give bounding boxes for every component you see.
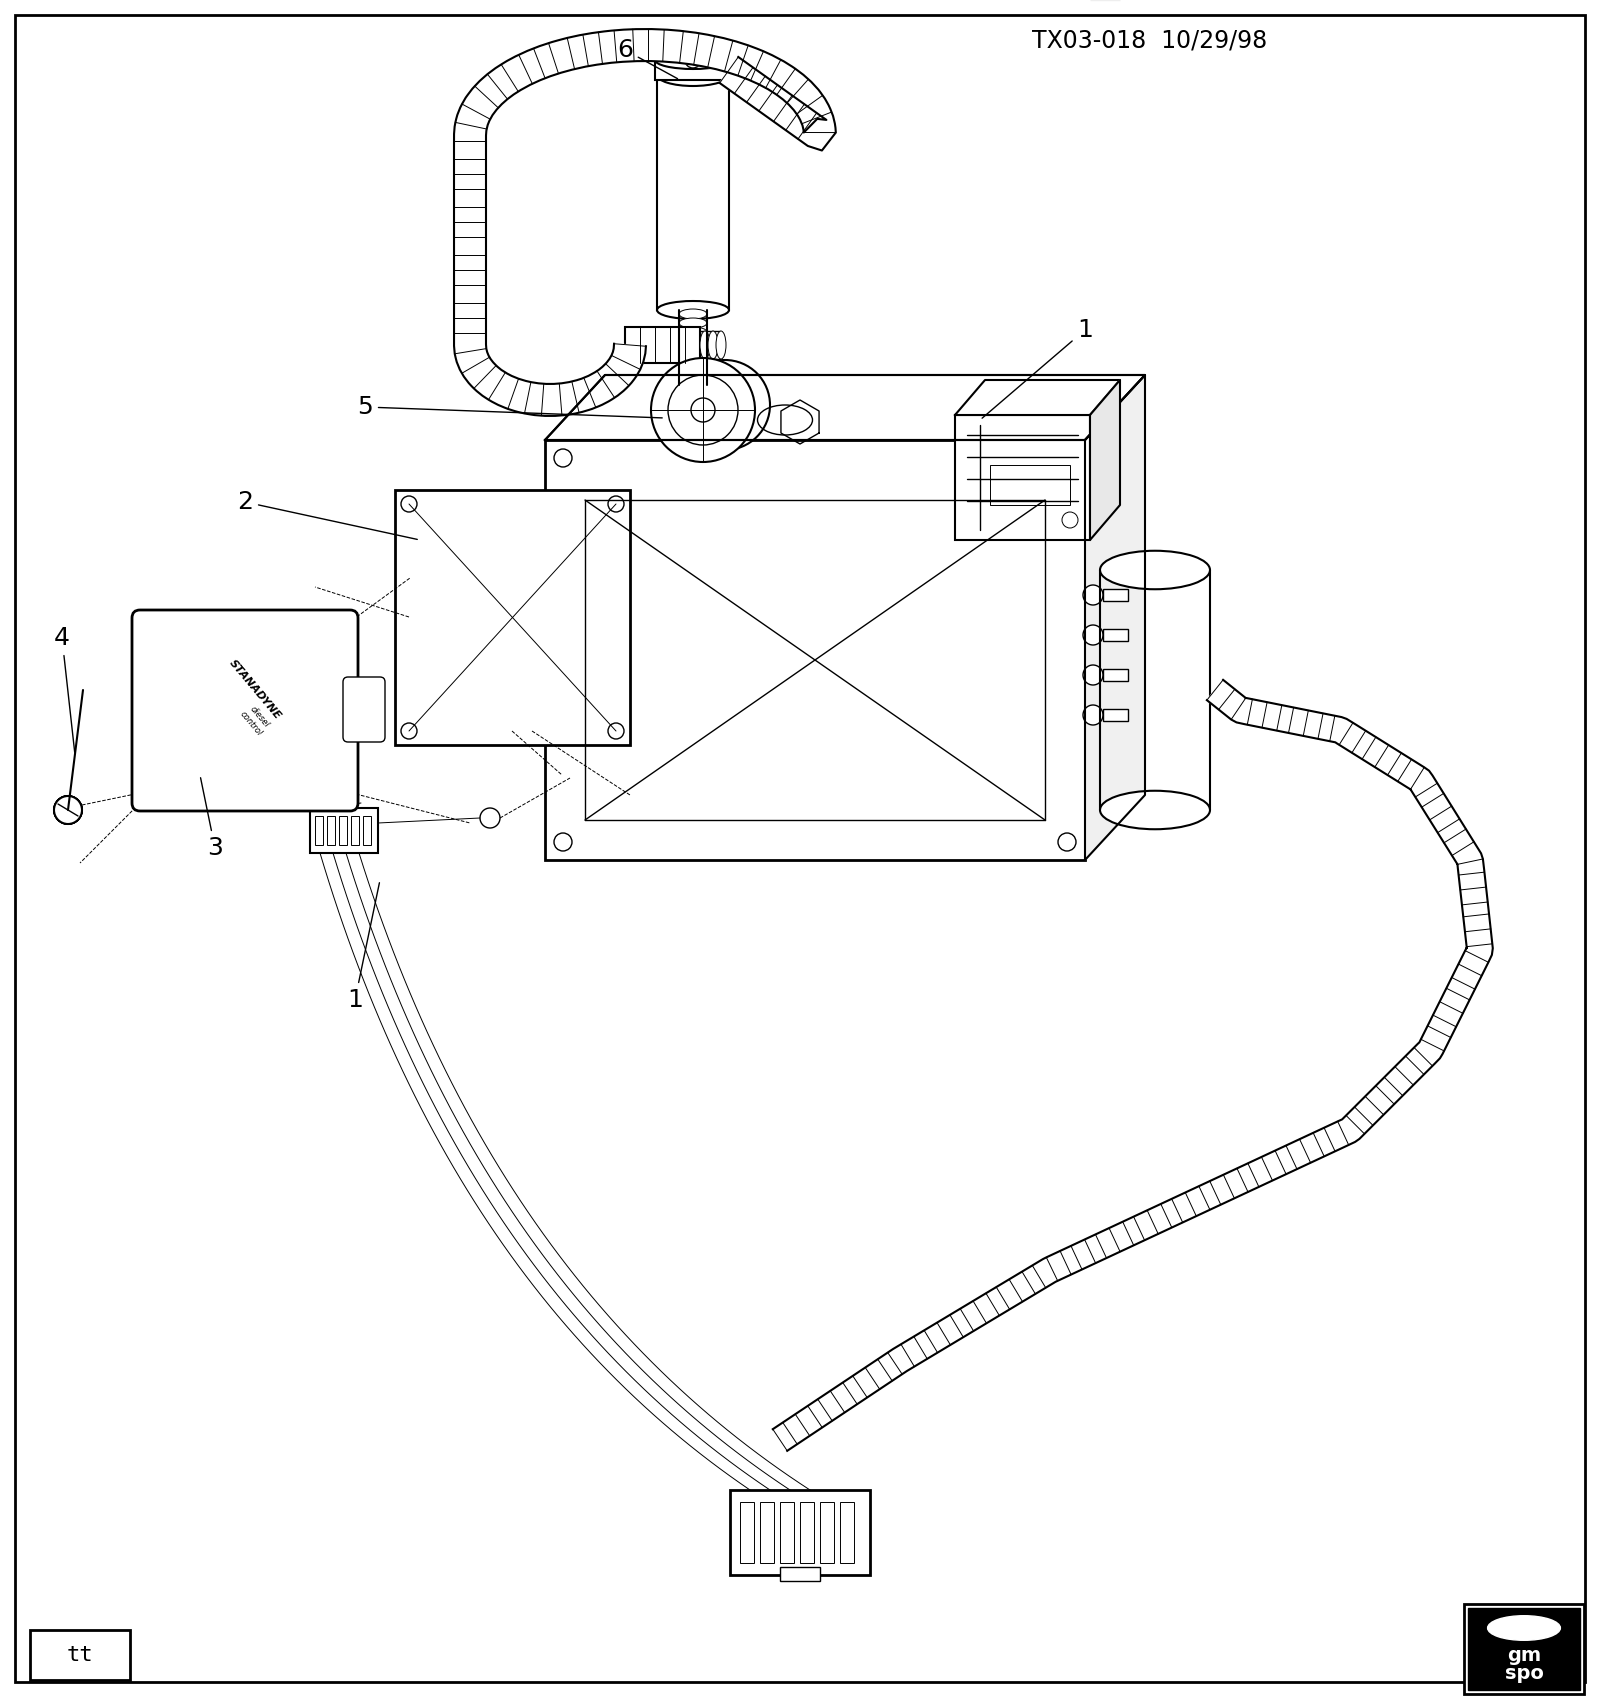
Ellipse shape [1101, 791, 1210, 830]
Ellipse shape [678, 336, 707, 346]
Bar [350, 816, 358, 845]
Bar [658, 75, 730, 311]
Circle shape [147, 624, 162, 640]
Polygon shape [1085, 375, 1146, 860]
Ellipse shape [658, 300, 730, 319]
Text: 4: 4 [54, 626, 75, 752]
Text: 5: 5 [357, 395, 662, 419]
Ellipse shape [1101, 552, 1210, 589]
Ellipse shape [678, 355, 707, 363]
Polygon shape [955, 380, 1120, 416]
Bar [326, 816, 334, 845]
Ellipse shape [701, 331, 710, 360]
Ellipse shape [678, 317, 707, 328]
Polygon shape [546, 375, 1146, 440]
Ellipse shape [678, 372, 707, 382]
Bar [819, 1502, 834, 1563]
Ellipse shape [707, 331, 718, 360]
Bar [990, 465, 1070, 506]
Bar [781, 1566, 819, 1582]
Circle shape [669, 375, 738, 445]
Polygon shape [454, 29, 835, 416]
Ellipse shape [717, 331, 726, 360]
Bar [1469, 1609, 1581, 1690]
Bar [800, 1502, 814, 1563]
Ellipse shape [678, 309, 707, 319]
Text: spo: spo [1504, 1665, 1544, 1683]
Text: STANADYNE: STANADYNE [227, 658, 283, 721]
Circle shape [691, 399, 715, 423]
Circle shape [330, 782, 342, 796]
Bar [350, 682, 381, 736]
Ellipse shape [1488, 1616, 1560, 1641]
Text: 3: 3 [200, 777, 222, 860]
Circle shape [680, 360, 770, 450]
Bar [315, 816, 323, 845]
Text: tt: tt [67, 1644, 93, 1665]
Bar [1102, 589, 1128, 601]
Ellipse shape [678, 328, 707, 338]
FancyBboxPatch shape [131, 609, 358, 811]
Bar [1102, 669, 1128, 680]
FancyBboxPatch shape [342, 677, 386, 742]
Bar [955, 416, 1090, 540]
Text: TX03-018  10/29/98: TX03-018 10/29/98 [1032, 27, 1267, 53]
Text: 2: 2 [237, 490, 418, 540]
Circle shape [54, 796, 82, 825]
Text: diesel
control: diesel control [238, 703, 272, 738]
Bar [310, 808, 378, 854]
Bar [654, 59, 731, 80]
Bar [781, 1502, 794, 1563]
Circle shape [480, 808, 499, 828]
Ellipse shape [678, 344, 707, 355]
Bar [1102, 630, 1128, 641]
Circle shape [1083, 704, 1102, 725]
Circle shape [330, 624, 342, 640]
Polygon shape [773, 680, 1493, 1451]
Bar [626, 328, 701, 363]
Bar [730, 1490, 870, 1575]
Circle shape [147, 782, 162, 796]
Circle shape [1083, 624, 1102, 645]
Bar [339, 816, 347, 845]
Bar [30, 1631, 130, 1680]
Text: 6: 6 [618, 37, 677, 78]
Ellipse shape [658, 64, 730, 87]
Circle shape [1083, 585, 1102, 606]
Text: gm: gm [1507, 1646, 1541, 1665]
Bar [363, 816, 371, 845]
Ellipse shape [654, 51, 731, 70]
Bar [760, 1502, 774, 1563]
Bar [546, 440, 1085, 860]
Circle shape [651, 358, 755, 462]
Text: 1: 1 [347, 882, 379, 1011]
Circle shape [698, 377, 754, 433]
Polygon shape [1090, 380, 1120, 540]
Bar [840, 1502, 854, 1563]
Bar [739, 1502, 754, 1563]
Circle shape [1083, 665, 1102, 686]
Bar [701, 331, 720, 360]
Bar [1464, 1604, 1584, 1694]
Text: 1: 1 [982, 317, 1093, 417]
Bar [395, 490, 630, 745]
Ellipse shape [678, 363, 707, 373]
Bar [1102, 709, 1128, 721]
